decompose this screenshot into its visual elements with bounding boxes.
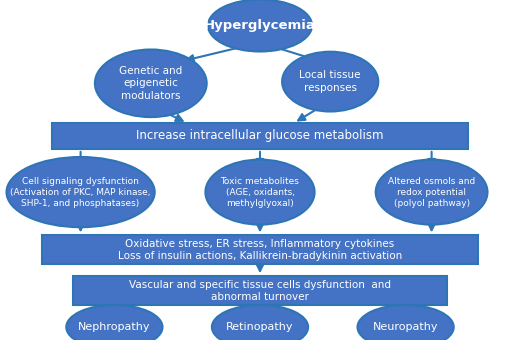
Text: Oxidative stress, ER stress, Inflammatory cytokines
Loss of insulin actions, Kal: Oxidative stress, ER stress, Inflammator… (118, 239, 402, 261)
Ellipse shape (208, 0, 312, 51)
Text: Nephropathy: Nephropathy (78, 322, 151, 332)
Text: Neuropathy: Neuropathy (373, 322, 438, 332)
Text: Toxic metabolites
(AGE, oxidants,
methylglyoxal): Toxic metabolites (AGE, oxidants, methyl… (220, 176, 300, 208)
Text: Retinopathy: Retinopathy (226, 322, 294, 332)
Ellipse shape (95, 50, 207, 117)
Text: Local tissue
responses: Local tissue responses (300, 70, 361, 93)
FancyBboxPatch shape (73, 276, 447, 305)
Ellipse shape (212, 305, 308, 340)
Text: Vascular and specific tissue cells dysfunction  and
abnormal turnover: Vascular and specific tissue cells dysfu… (129, 279, 391, 302)
Text: Hyperglycemia: Hyperglycemia (204, 19, 316, 32)
Ellipse shape (358, 305, 454, 340)
Ellipse shape (375, 159, 488, 225)
Ellipse shape (67, 305, 162, 340)
Ellipse shape (205, 159, 315, 225)
FancyBboxPatch shape (42, 235, 478, 265)
Text: Altered osmols and
redox potential
(polyol pathway): Altered osmols and redox potential (poly… (388, 176, 475, 208)
FancyBboxPatch shape (52, 123, 468, 149)
Text: Increase intracellular glucose metabolism: Increase intracellular glucose metabolis… (136, 130, 384, 142)
Text: Genetic and
epigenetic
modulators: Genetic and epigenetic modulators (119, 66, 183, 101)
Ellipse shape (282, 52, 379, 112)
Ellipse shape (6, 157, 155, 227)
Text: Cell signaling dysfunction
(Activation of PKC, MAP kinase,
SHP-1, and phosphatas: Cell signaling dysfunction (Activation o… (10, 176, 151, 208)
